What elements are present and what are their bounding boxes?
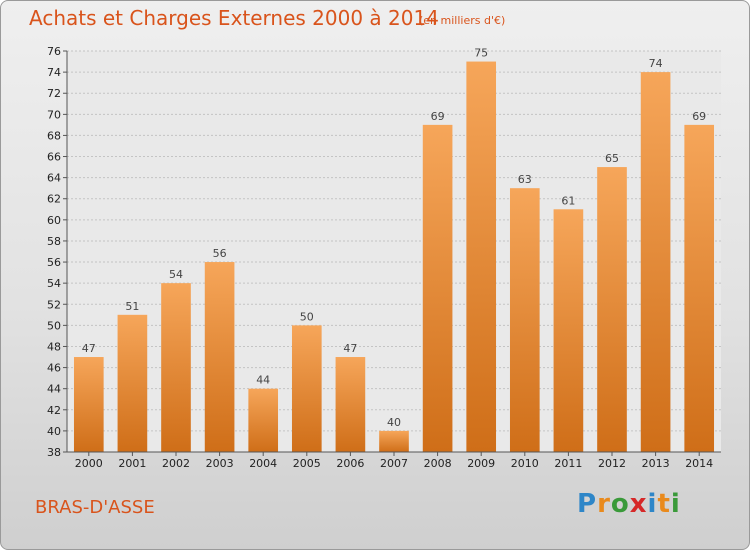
y-tick-label: 68 — [47, 129, 61, 142]
bar-2009 — [466, 61, 497, 452]
proxiti-letter: P — [577, 489, 598, 519]
data-label-2013: 74 — [649, 57, 663, 70]
x-tick-label-2013: 2013 — [642, 457, 670, 470]
proxiti-letter: i — [670, 489, 681, 519]
y-tick-label: 66 — [47, 151, 61, 164]
chart-title: Achats et Charges Externes 2000 à 2014 — [29, 6, 439, 30]
proxiti-letter: x — [629, 489, 648, 519]
data-label-2010: 63 — [518, 173, 532, 186]
proxiti-letter: i — [647, 489, 658, 519]
commune-name: BRAS-D'ASSE — [35, 497, 155, 518]
bar-2007 — [379, 430, 409, 452]
y-tick-label: 54 — [47, 277, 61, 290]
bar-2010 — [509, 188, 540, 452]
data-label-2014: 69 — [692, 110, 706, 123]
x-tick-label-2006: 2006 — [336, 457, 364, 470]
y-tick-label: 50 — [47, 319, 61, 332]
data-label-2011: 61 — [561, 194, 575, 207]
data-label-2012: 65 — [605, 152, 619, 165]
data-label-2001: 51 — [125, 300, 139, 313]
bar-2003 — [204, 262, 235, 452]
y-tick-label: 72 — [47, 87, 61, 100]
x-tick-label-2011: 2011 — [554, 457, 582, 470]
y-tick-label: 62 — [47, 193, 61, 206]
y-tick-label: 58 — [47, 235, 61, 248]
chart-subtitle: (en milliers d'€) — [419, 14, 506, 27]
data-label-2009: 75 — [474, 47, 488, 60]
data-label-2006: 47 — [343, 342, 357, 355]
data-label-2003: 56 — [213, 247, 227, 260]
y-tick-label: 46 — [47, 362, 61, 375]
proxiti-letter: o — [610, 489, 630, 519]
y-tick-label: 44 — [47, 383, 61, 396]
bar-2002 — [161, 283, 191, 452]
data-label-2008: 69 — [431, 110, 445, 123]
x-tick-label-2002: 2002 — [162, 457, 190, 470]
x-tick-label-2000: 2000 — [75, 457, 103, 470]
y-tick-label: 74 — [47, 66, 61, 79]
x-tick-label-2010: 2010 — [511, 457, 539, 470]
bar-2011 — [553, 209, 584, 452]
x-tick-label-2007: 2007 — [380, 457, 408, 470]
x-tick-label-2004: 2004 — [249, 457, 277, 470]
bar-2006 — [335, 357, 366, 452]
bars: 47 51 54 56 44 50 47 40 69 75 63 61 65 74 69 — [73, 47, 715, 453]
x-tick-label-2014: 2014 — [685, 457, 713, 470]
bar-2008 — [422, 124, 453, 453]
bar-2014 — [684, 124, 715, 453]
data-label-2002: 54 — [169, 268, 183, 281]
y-tick-label: 70 — [47, 108, 61, 121]
y-axis: 38 40 42 44 46 48 50 52 54 56 58 60 62 64 66 68 70 72 74 76 — [47, 45, 68, 459]
y-tick-label: 40 — [47, 425, 61, 438]
y-tick-label: 56 — [47, 256, 61, 269]
bar-2012 — [597, 167, 627, 452]
data-label-2007: 40 — [387, 416, 401, 429]
data-label-2000: 47 — [82, 342, 96, 355]
proxiti-letter: t — [657, 489, 671, 519]
y-tick-label: 38 — [47, 446, 61, 459]
bar-2001 — [117, 314, 148, 452]
proxiti-letter: r — [597, 489, 611, 519]
x-tick-label-2008: 2008 — [424, 457, 452, 470]
y-tick-label: 52 — [47, 298, 61, 311]
x-tick-label-2001: 2001 — [118, 457, 146, 470]
y-tick-label: 64 — [47, 172, 61, 185]
x-tick-label-2005: 2005 — [293, 457, 321, 470]
proxiti-logo[interactable]: Proxiti — [577, 489, 681, 519]
x-axis: 2000 2001 2002 2003 2004 2005 2006 2007 2008 2009… — [67, 451, 721, 470]
x-tick-label-2009: 2009 — [467, 457, 495, 470]
bar-2013 — [640, 72, 671, 453]
y-tick-label: 42 — [47, 404, 61, 417]
x-tick-label-2012: 2012 — [598, 457, 626, 470]
y-tick-label: 48 — [47, 340, 61, 353]
data-label-2005: 50 — [300, 310, 314, 323]
bar-2005 — [291, 325, 322, 452]
bar-2000 — [73, 357, 104, 452]
data-label-2004: 44 — [256, 374, 270, 387]
y-tick-label: 76 — [47, 45, 61, 58]
bar-2004 — [248, 388, 279, 452]
y-tick-label: 60 — [47, 214, 61, 227]
x-tick-label-2003: 2003 — [206, 457, 234, 470]
